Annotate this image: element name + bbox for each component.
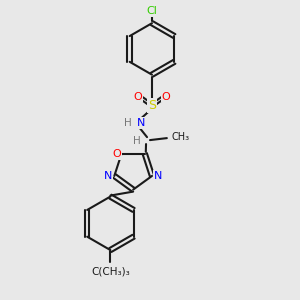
- Text: O: O: [112, 149, 121, 159]
- Text: N: N: [137, 118, 146, 128]
- Text: H: H: [133, 136, 141, 146]
- Text: N: N: [154, 171, 162, 181]
- Text: S: S: [148, 99, 156, 112]
- Text: H: H: [124, 118, 132, 128]
- Text: CH₃: CH₃: [172, 132, 190, 142]
- Text: C(CH₃)₃: C(CH₃)₃: [91, 267, 130, 277]
- Text: O: O: [161, 92, 170, 101]
- Text: O: O: [134, 92, 142, 101]
- Text: Cl: Cl: [146, 6, 158, 16]
- Text: N: N: [104, 171, 112, 181]
